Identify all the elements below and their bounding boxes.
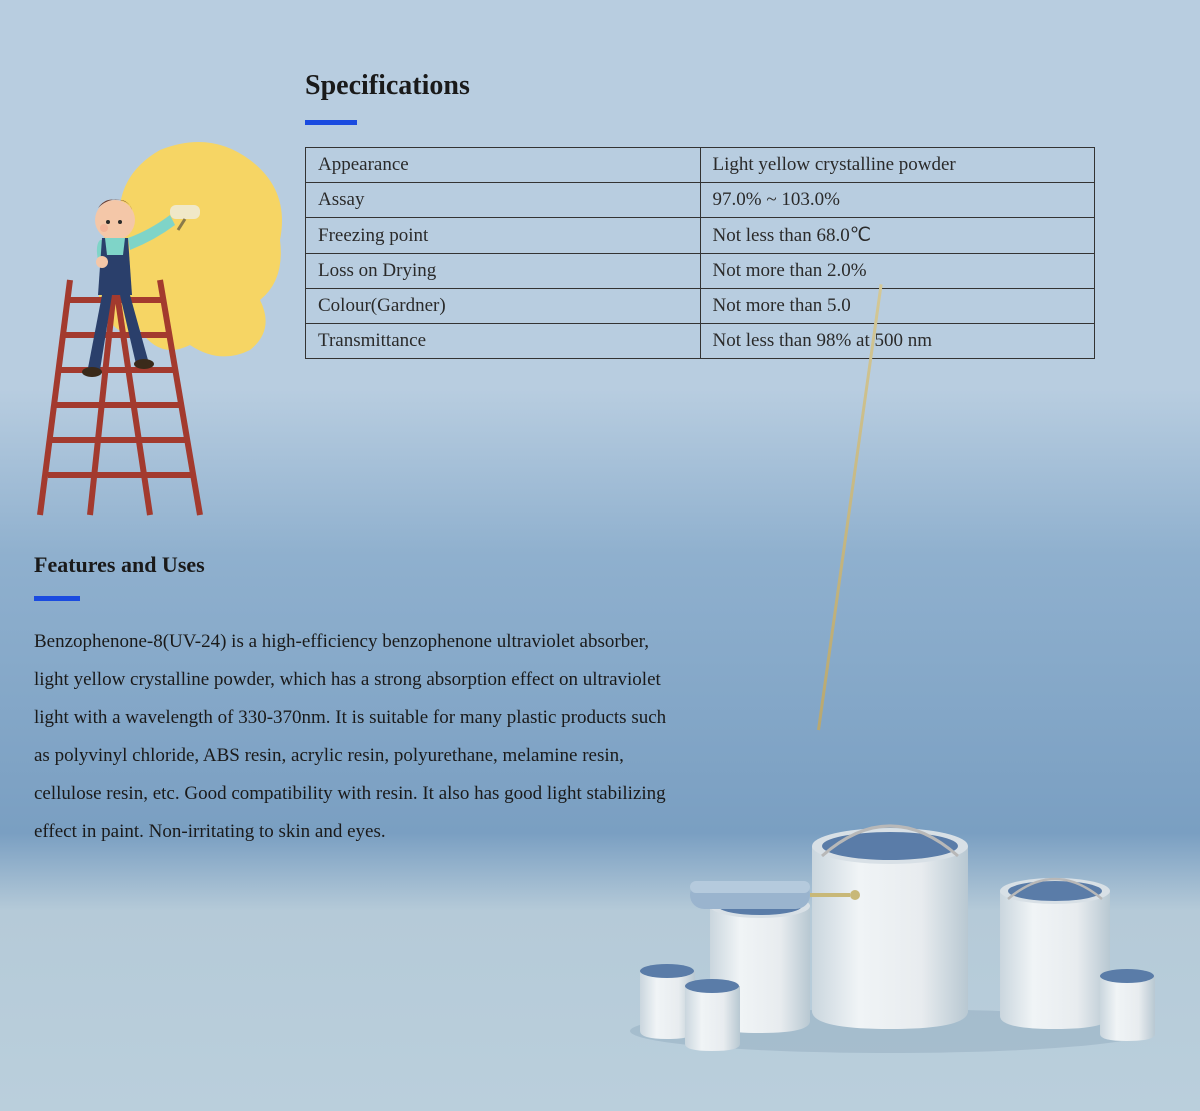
table-row: Assay 97.0% ~ 103.0% [306, 183, 1095, 218]
spec-label: Freezing point [306, 218, 701, 254]
features-section: Features and Uses Benzophenone-8(UV-24) … [34, 552, 684, 851]
spec-label: Assay [306, 183, 701, 218]
features-title: Features and Uses [34, 552, 684, 578]
specifications-table: Appearance Light yellow crystalline powd… [305, 147, 1095, 359]
painter-svg [30, 120, 290, 520]
spec-label: Transmittance [306, 324, 701, 359]
spec-value: 97.0% ~ 103.0% [700, 183, 1095, 218]
table-row: Colour(Gardner) Not more than 5.0 [306, 289, 1095, 324]
paint-can-small-3 [1100, 969, 1155, 1041]
features-body: Benzophenone-8(UV-24) is a high-efficien… [34, 623, 684, 851]
table-row: Loss on Drying Not more than 2.0% [306, 254, 1095, 289]
paint-can-medium [1000, 878, 1110, 1029]
paint-cans-svg [610, 741, 1170, 1061]
spec-label: Loss on Drying [306, 254, 701, 289]
paint-cans-illustration [610, 741, 1170, 1021]
table-row: Transmittance Not less than 98% at 500 n… [306, 324, 1095, 359]
spec-value: Not more than 5.0 [700, 289, 1095, 324]
spec-value: Light yellow crystalline powder [700, 148, 1095, 183]
specifications-title: Specifications [305, 70, 1095, 102]
paint-can-large [812, 826, 968, 1029]
specifications-section: Specifications Appearance Light yellow c… [305, 70, 1095, 359]
spec-label: Appearance [306, 148, 701, 183]
paint-can-small-2 [685, 979, 740, 1051]
features-underline [34, 596, 80, 601]
painter-illustration [30, 120, 290, 520]
spec-label: Colour(Gardner) [306, 289, 701, 324]
specifications-underline [305, 120, 357, 125]
spec-value: Not less than 98% at 500 nm [700, 324, 1095, 359]
table-row: Freezing point Not less than 68.0℃ [306, 218, 1095, 254]
table-row: Appearance Light yellow crystalline powd… [306, 148, 1095, 183]
spec-value: Not less than 68.0℃ [700, 218, 1095, 254]
spec-value: Not more than 2.0% [700, 254, 1095, 289]
